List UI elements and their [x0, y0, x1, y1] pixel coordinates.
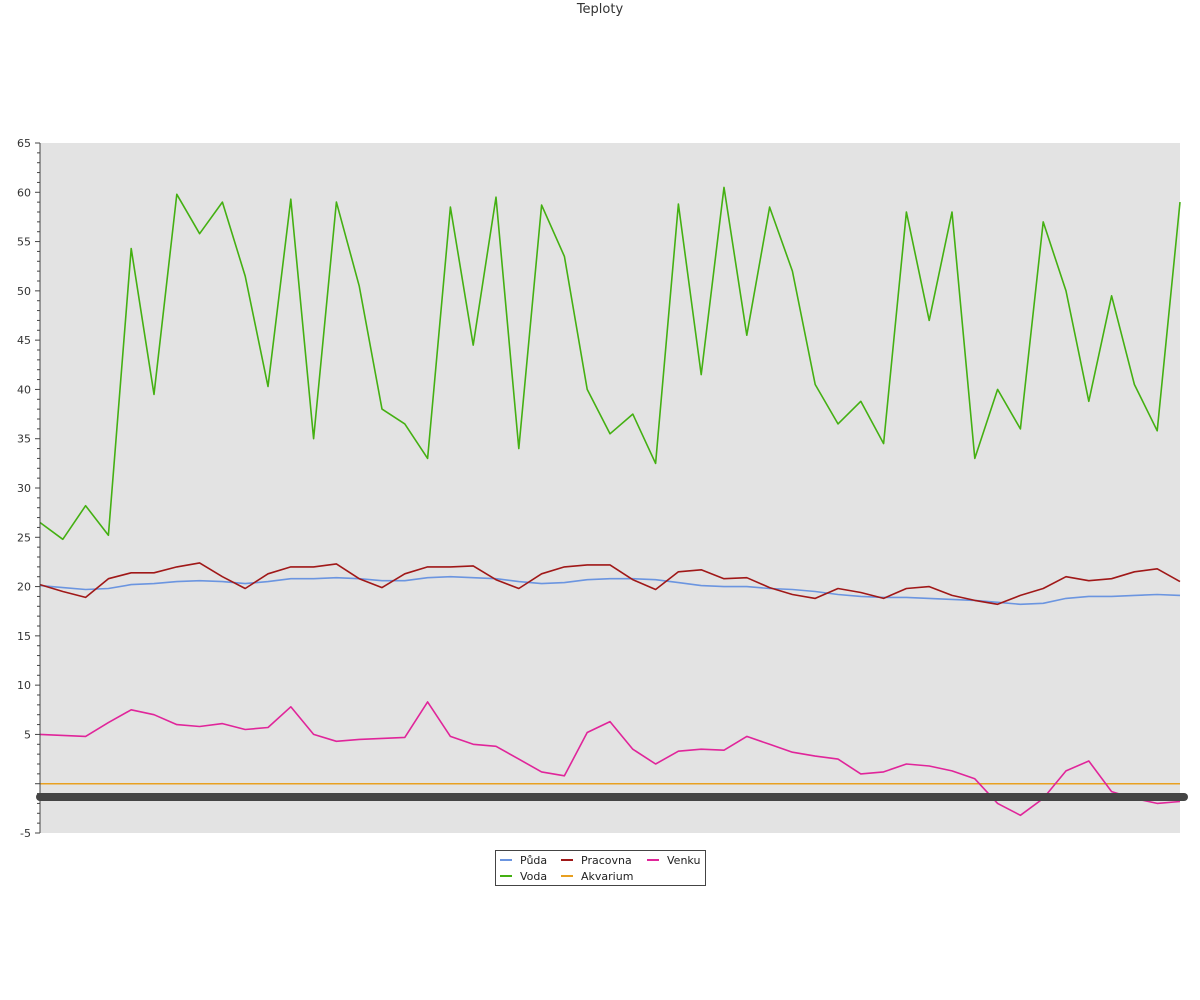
y-tick-label: 20: [17, 581, 31, 594]
legend-item-puda: Půda: [500, 852, 547, 868]
legend-swatch-akvarium: [561, 875, 573, 877]
y-tick-label: 30: [17, 482, 31, 495]
plot-area: [40, 143, 1180, 833]
legend-label-akvarium: Akvarium: [581, 869, 634, 883]
y-tick-label: 55: [17, 236, 31, 249]
series-line-voda: [39, 186, 1181, 541]
legend-item-venku: Venku: [647, 852, 700, 868]
legend-swatch-voda: [500, 875, 512, 877]
y-tick-label: 5: [24, 728, 31, 741]
y-tick-label: 60: [17, 186, 31, 199]
chart-title: Teploty: [576, 2, 624, 17]
y-tick-label: 25: [17, 531, 31, 544]
legend-item-akvarium: Akvarium: [561, 868, 633, 884]
legend: Půda Voda Pracovna Akvarium Venku: [495, 850, 706, 886]
y-tick-label: 50: [17, 285, 31, 298]
legend-label-puda: Půda: [520, 853, 548, 867]
legend-swatch-pracovna: [561, 859, 573, 861]
series-line-puda: [39, 575, 1181, 606]
y-tick-label: -5: [20, 827, 31, 840]
legend-item-voda: Voda: [500, 868, 547, 884]
x-axis-overlapping-tick-labels: [36, 793, 1188, 801]
legend-swatch-puda: [500, 859, 512, 861]
y-tick-label: 65: [17, 137, 31, 150]
y-tick-label: 15: [17, 630, 31, 643]
legend-swatch-venku: [647, 859, 659, 861]
legend-item-pracovna: Pracovna: [561, 852, 632, 868]
y-axis: -5 5 10 15 20 25 30 35 40 45 50 55 60 65: [17, 137, 40, 840]
y-tick-label: 10: [17, 679, 31, 692]
y-tick-label: 40: [17, 383, 31, 396]
legend-label-voda: Voda: [520, 869, 548, 883]
series-line-pracovna: [39, 562, 1181, 606]
y-tick-label: 45: [17, 334, 31, 347]
legend-label-pracovna: Pracovna: [581, 853, 632, 867]
legend-label-venku: Venku: [667, 853, 701, 867]
y-tick-label: 35: [17, 433, 31, 446]
